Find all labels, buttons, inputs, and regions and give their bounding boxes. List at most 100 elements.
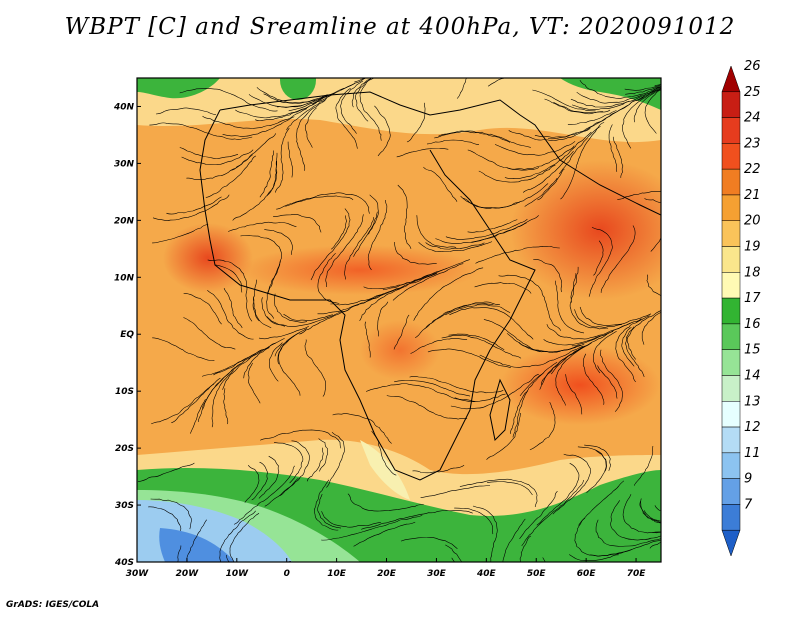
streamline [386,395,468,420]
x-tick-label: 0 [284,569,290,579]
streamline [510,372,545,434]
streamline [152,194,230,221]
streamline [416,215,457,248]
x-tick-label: 10W [226,569,250,579]
streamline [524,177,558,207]
colorbar-label: 20 [744,214,761,229]
streamline [354,78,367,83]
colorbar-label: 26 [744,59,761,74]
streamline [570,266,579,303]
colorbar-swatch [721,375,741,402]
streamline [608,124,618,172]
streamline [305,107,317,148]
streamline [355,78,372,122]
streamline [625,326,645,377]
streamline [260,429,342,449]
streamline [593,240,604,276]
streamline [190,398,206,434]
streamline [207,289,254,340]
streamline [258,325,309,340]
colorbar-swatch [721,401,741,428]
streamline [423,166,458,202]
streamline [149,122,253,140]
streamline [622,90,656,149]
streamline [264,477,299,507]
streamline [600,349,623,412]
streamline [353,521,416,547]
streamline [448,333,505,351]
streamline [179,87,278,112]
streamline [633,88,661,123]
streamline [451,557,455,562]
streamline [148,506,182,532]
streamline [332,413,392,444]
streamline [367,199,388,271]
colorbar-swatch [721,529,741,557]
streamline [313,479,339,531]
colorbar-swatch [721,504,741,531]
africa-coast [199,109,536,481]
streamline [641,311,661,345]
streamline [186,519,207,562]
x-tick-label: 40E [476,569,497,579]
streamline [644,89,661,134]
streamline [152,337,215,361]
streamline [560,126,601,200]
streamline [152,224,209,244]
field-hot-indian [500,345,660,425]
streamline [449,307,534,340]
streamline [310,208,351,281]
streamline [288,92,336,112]
streamline [582,353,605,405]
streamline [441,334,522,359]
y-tick-label: 20N [114,216,135,226]
streamline [273,214,322,233]
north-coast [219,91,661,216]
madagascar [489,378,511,442]
streamline [273,293,308,323]
colorbar-label: 16 [744,317,761,332]
streamline [330,273,436,306]
streamline [400,536,458,549]
streamline [361,510,473,530]
streamline [211,370,234,428]
streamline [454,507,494,535]
streamline [317,493,342,529]
streamline [486,412,521,460]
streamline [397,184,412,249]
streamline [646,274,661,296]
colorbar-swatch [721,143,741,170]
streamline [467,219,518,233]
streamline [533,259,563,293]
colorbar-label: 17 [744,291,761,306]
streamline [283,314,333,322]
streamline [393,314,410,350]
streamline [459,478,538,508]
streamline [504,131,592,180]
streamline [368,194,379,235]
streamline [534,105,627,138]
streamline [574,309,622,328]
streamline [475,245,560,264]
y-tick-label: 30S [115,501,134,511]
streamline [624,84,661,91]
field-green-ne [560,78,661,110]
streamline [420,485,491,498]
colorbar-swatch [721,168,741,196]
streamline [641,88,661,99]
streamline [595,519,661,547]
chart-title: WBPT [C] and Sreamline at 400hPa, VT: 20… [64,14,736,40]
field-hot-sahel [240,245,480,295]
colorbar-label: 19 [744,240,761,255]
streamline [205,155,257,198]
streamline [626,310,661,360]
streamline [351,78,373,108]
colorbar-swatch [721,478,741,505]
x-tick-label: 20W [176,569,200,579]
streamline [304,339,327,397]
y-tick-label: 40N [113,102,135,112]
x-axis: 30W 20W 10W 0 10E 20E 30E 40E 50E 60E 70E [126,558,646,579]
streamline [359,273,438,321]
streamline [592,330,617,374]
